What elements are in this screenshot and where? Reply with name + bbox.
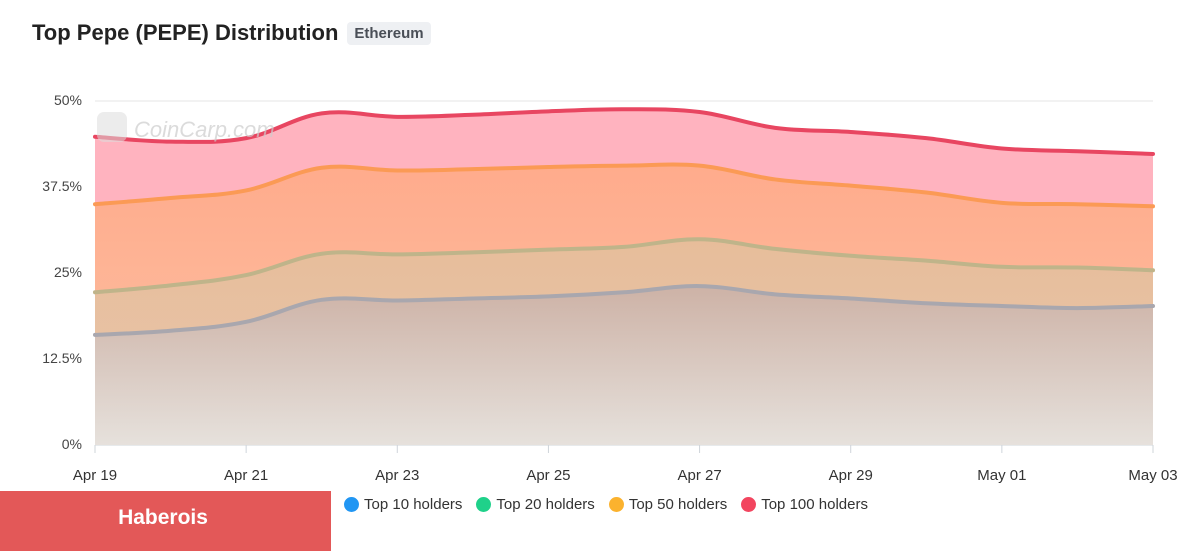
legend-item-top-20-holders[interactable]: Top 20 holders — [476, 496, 595, 513]
legend-dot-icon — [608, 497, 624, 512]
watermark-logo-icon — [97, 112, 127, 142]
x-tick-label: Apr 27 — [677, 467, 721, 484]
top-20-holders-line — [93, 237, 1155, 295]
top-10-holders-area — [95, 286, 1153, 445]
x-tick-label: Apr 25 — [526, 467, 570, 484]
legend-label: Top 20 holders — [496, 496, 595, 513]
top-50-holders-line — [93, 162, 1155, 209]
x-tick-label: Apr 19 — [73, 467, 117, 484]
y-tick-label: 37.5% — [42, 178, 82, 194]
x-tick-label: Apr 29 — [829, 467, 873, 484]
top-10-holders-line — [93, 284, 1155, 337]
legend-dot-icon — [344, 497, 359, 512]
legend-label: Top 100 holders — [761, 496, 868, 513]
chart-legend: Top 10 holders Top 20 holders Top 50 holde… — [344, 496, 882, 513]
chain-badge: Ethereum — [347, 21, 431, 45]
top-100-holders-line — [93, 107, 1155, 156]
x-tick-label: May 01 — [977, 467, 1026, 484]
x-tick-label: May 03 — [1128, 467, 1177, 484]
x-tick-label: Apr 21 — [224, 467, 268, 484]
haberois-banner: Haberois — [0, 491, 331, 551]
legend-item-top-10-holders[interactable]: Top 10 holders — [344, 496, 462, 513]
chart-header: Top Pepe (PEPE) Distribution Ethereum — [32, 20, 431, 46]
x-tick-label: Apr 23 — [375, 467, 419, 484]
watermark: CoinCarp.com — [97, 112, 275, 142]
legend-label: Top 10 holders — [364, 496, 463, 513]
legend-dot-icon — [476, 497, 492, 512]
chart-title: Top Pepe (PEPE) Distribution — [32, 20, 339, 45]
y-tick-label: 25% — [54, 264, 82, 280]
watermark-text: CoinCarp.com — [134, 117, 275, 142]
legend-item-top-100-holders[interactable]: Top 100 holders — [741, 496, 868, 513]
y-tick-label: 0% — [62, 436, 82, 452]
y-tick-label: 50% — [54, 92, 82, 108]
legend-label: Top 50 holders — [628, 496, 728, 513]
legend-dot-icon — [741, 497, 757, 512]
y-tick-label: 12.5% — [42, 350, 82, 366]
banner-label: Haberois — [118, 506, 208, 529]
legend-item-top-50-holders[interactable]: Top 50 holders — [608, 496, 728, 513]
